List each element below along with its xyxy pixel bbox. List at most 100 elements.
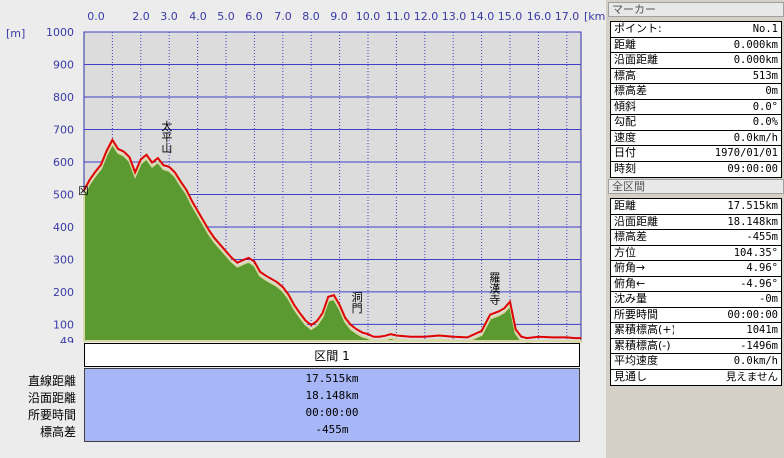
marker-panel-row: 傾斜 0.0° bbox=[611, 99, 781, 115]
row-value: 4.96° bbox=[746, 262, 778, 274]
y-tick-label: 49 bbox=[60, 335, 74, 343]
start-marker: ☒ bbox=[78, 184, 89, 198]
row-value: 1970/01/01 bbox=[714, 147, 778, 159]
x-tick-label: 0.0 bbox=[87, 10, 105, 23]
total-panel-title: 全区間 bbox=[608, 179, 784, 194]
row-label: 標高差 bbox=[614, 84, 647, 97]
total-panel-row: 俯角→ 4.96° bbox=[611, 261, 781, 277]
marker-panel-row: 時刻 09:00:00 bbox=[611, 162, 781, 178]
x-tick-label: 3.0 bbox=[160, 10, 178, 23]
row-label: 俯角→ bbox=[614, 261, 646, 274]
x-tick-label: 5.0 bbox=[217, 10, 235, 23]
info-panel: マーカー ポイント: No.1 距離 0.000km 沿面距離 0.000km 標高 513m… bbox=[606, 0, 784, 458]
place-annotation: 羅漢寺 bbox=[488, 271, 501, 304]
marker-panel-row: 標高 513m bbox=[611, 68, 781, 84]
x-tick-label: 2.0 bbox=[132, 10, 150, 23]
place-annotation: 太平山 bbox=[160, 120, 173, 153]
row-label: 標高 bbox=[614, 68, 636, 82]
row-label: 俯角← bbox=[614, 276, 646, 290]
row-value: 18.148km bbox=[727, 215, 778, 228]
x-tick-label: 12.0 bbox=[414, 10, 439, 23]
place-annotation: 洞門 bbox=[350, 291, 363, 314]
y-tick-label: 400 bbox=[53, 221, 74, 234]
x-tick-label: 9.0 bbox=[330, 10, 348, 23]
total-table: 距離 17.515km 沿面距離 18.148km 標高差 -455m 方位 104.35° 俯… bbox=[610, 198, 782, 386]
marker-panel-row: 標高差 0m bbox=[611, 84, 781, 100]
row-label: 平均速度 bbox=[614, 354, 658, 367]
row-label: 所要時間 bbox=[614, 307, 658, 321]
marker-panel-row: 沿面距離 0.000km bbox=[611, 53, 781, 69]
total-panel-row: 沈み量 -0m bbox=[611, 292, 781, 308]
x-tick-label: 11.0 bbox=[386, 10, 411, 23]
marker-panel-title: マーカー bbox=[608, 2, 784, 17]
marker-table: ポイント: No.1 距離 0.000km 沿面距離 0.000km 標高 513m 標高差 0m… bbox=[610, 21, 782, 178]
x-tick-label: 10.0 bbox=[356, 10, 381, 23]
row-value: 0.000km bbox=[733, 38, 778, 51]
row-value: 0.000km bbox=[733, 54, 778, 66]
y-tick-label: 200 bbox=[53, 286, 74, 299]
row-label: 速度 bbox=[614, 130, 636, 144]
x-tick-label: 8.0 bbox=[302, 10, 320, 23]
y-tick-label: 100 bbox=[53, 318, 74, 331]
section-value-2: 00:00:00 bbox=[305, 406, 359, 419]
section-label-0: 直線距離 bbox=[27, 374, 76, 388]
row-label: ポイント: bbox=[614, 22, 662, 35]
row-value: 513m bbox=[752, 69, 778, 82]
x-tick-label: 16.0 bbox=[527, 10, 552, 23]
total-panel-row: 方位 104.35° bbox=[611, 245, 781, 261]
row-value: -455m bbox=[746, 231, 778, 243]
y-tick-label: 700 bbox=[53, 123, 74, 136]
row-label: 勾配 bbox=[614, 115, 636, 128]
row-label: 沈み量 bbox=[614, 292, 647, 305]
row-value: -0m bbox=[759, 293, 778, 305]
section-label-1: 沿面距離 bbox=[27, 391, 76, 405]
section-value-3: -455m bbox=[315, 423, 349, 436]
total-panel-row: 俯角← -4.96° bbox=[611, 276, 781, 292]
y-tick-label: 600 bbox=[53, 156, 74, 169]
elevation-chart[interactable]: 1000 900 800 700 600 500 400 300 200 100 49 [m] 0.0 2… bbox=[0, 0, 606, 343]
total-panel-row: 見通し 見えません bbox=[611, 370, 781, 386]
section-value-1: 18.148km bbox=[305, 389, 359, 402]
x-tick-label: 15.0 bbox=[498, 10, 523, 23]
x-tick-label: 6.0 bbox=[245, 10, 263, 23]
marker-panel-row: 距離 0.000km bbox=[611, 38, 781, 53]
total-panel-row: 距離 17.515km bbox=[611, 199, 781, 215]
row-label: 沿面距離 bbox=[614, 53, 658, 66]
row-label: 時刻 bbox=[614, 161, 636, 175]
section-label-2: 所要時間 bbox=[27, 408, 76, 422]
x-tick-label: 14.0 bbox=[470, 10, 495, 23]
row-label: 標高差 bbox=[614, 230, 647, 243]
y-tick-label: 300 bbox=[53, 253, 74, 266]
marker-panel-row: 速度 0.0km/h bbox=[611, 130, 781, 146]
section-table bbox=[84, 368, 580, 442]
row-value: 09:00:00 bbox=[727, 162, 778, 175]
x-tick-label: 17.0 bbox=[555, 10, 580, 23]
marker-panel-row: ポイント: No.1 bbox=[611, 22, 781, 38]
section-title: 区間 1 bbox=[314, 348, 350, 363]
marker-panel-row: 日付 1970/01/01 bbox=[611, 146, 781, 162]
row-value: -1496m bbox=[740, 339, 778, 352]
x-axis-unit: [km] bbox=[584, 10, 606, 23]
row-value: 00:00:00 bbox=[727, 308, 778, 321]
row-label: 日付 bbox=[614, 146, 636, 159]
section-label-3: 標高差 bbox=[39, 425, 76, 439]
x-tick-label: 4.0 bbox=[189, 10, 207, 23]
row-value: -4.96° bbox=[740, 277, 778, 290]
y-tick-label: 900 bbox=[53, 58, 74, 71]
total-panel-row: 累積標高(+) 1041m bbox=[611, 323, 781, 339]
row-value: 1041m bbox=[746, 324, 778, 336]
row-value: No.1 bbox=[752, 23, 778, 35]
y-tick-label: 500 bbox=[53, 188, 74, 201]
route-line bbox=[83, 137, 582, 340]
row-label: 累積標高(-) bbox=[614, 338, 671, 352]
row-value: 17.515km bbox=[727, 200, 778, 212]
row-label: 距離 bbox=[614, 199, 636, 212]
profile-view: 1000 900 800 700 600 500 400 300 200 100 49 [m] 0.0 2… bbox=[0, 0, 606, 458]
row-label: 傾斜 bbox=[614, 99, 636, 113]
section-header[interactable]: 区間 1 bbox=[84, 343, 580, 367]
x-tick-label: 13.0 bbox=[442, 10, 467, 23]
x-tick-label: 7.0 bbox=[274, 10, 292, 23]
row-value: 0.0km/h bbox=[733, 355, 778, 367]
row-value: 0.0° bbox=[752, 100, 778, 113]
row-label: 方位 bbox=[614, 245, 636, 259]
